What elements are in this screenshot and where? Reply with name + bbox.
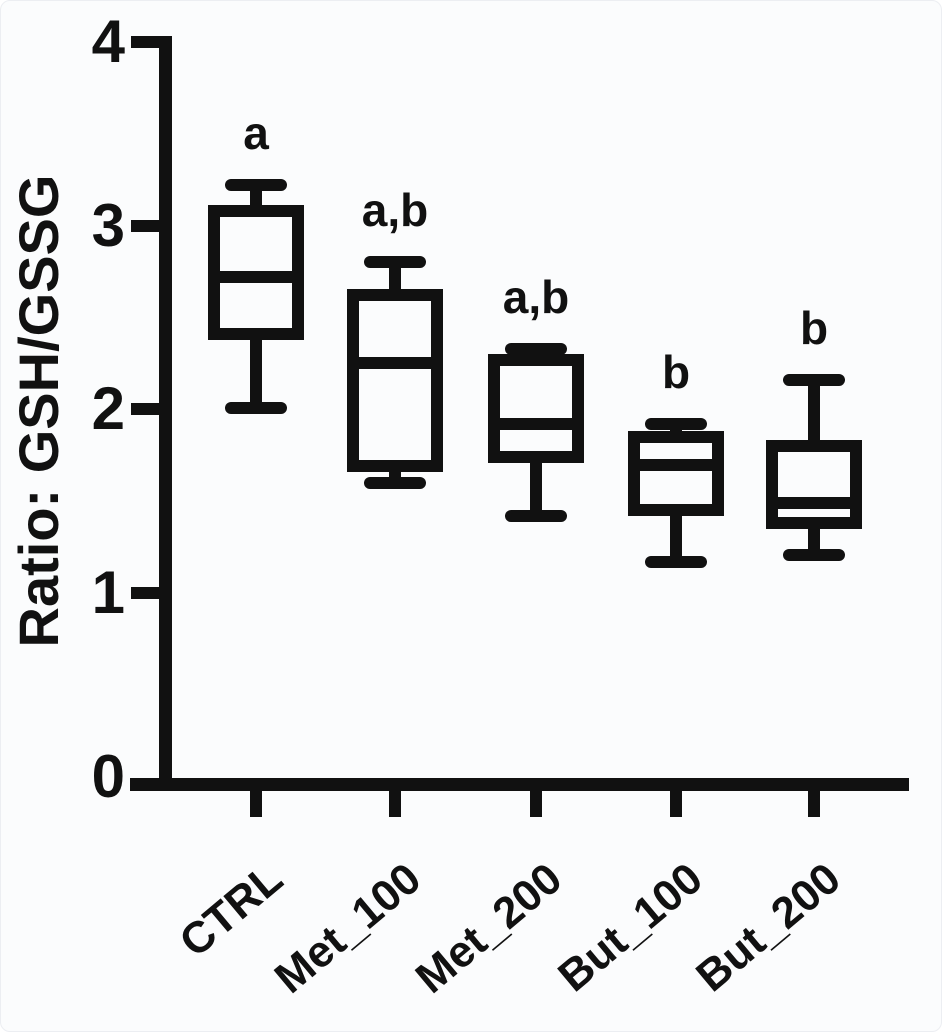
x-category-label: CTRL bbox=[170, 853, 292, 967]
y-axis-line bbox=[159, 36, 172, 791]
y-tick bbox=[131, 35, 159, 48]
min-whisker-cap bbox=[783, 548, 845, 561]
max-whisker-cap bbox=[645, 418, 707, 431]
y-tick bbox=[131, 587, 159, 600]
iqr-box bbox=[766, 440, 862, 530]
x-tick bbox=[389, 791, 401, 817]
upper-whisker bbox=[808, 379, 820, 447]
significance-label: a,b bbox=[502, 270, 570, 323]
lower-whisker bbox=[530, 457, 542, 516]
significance-label: a bbox=[243, 107, 269, 160]
x-tick bbox=[808, 791, 820, 817]
x-category-label: Met_100 bbox=[266, 853, 431, 1003]
median-line bbox=[488, 418, 584, 431]
lower-whisker bbox=[670, 510, 682, 562]
y-tick bbox=[131, 403, 159, 416]
y-tick-label: 2 bbox=[91, 375, 125, 443]
x-category-label: But_200 bbox=[686, 853, 850, 1002]
min-whisker-cap bbox=[505, 510, 567, 522]
median-line bbox=[208, 271, 304, 284]
iqr-box bbox=[488, 353, 584, 464]
max-whisker-cap bbox=[783, 373, 845, 386]
max-whisker-cap bbox=[225, 179, 287, 192]
min-whisker-cap bbox=[645, 555, 707, 568]
x-tick bbox=[530, 791, 542, 817]
min-whisker-cap bbox=[364, 476, 426, 489]
median-line bbox=[766, 497, 862, 510]
upper-whisker bbox=[250, 185, 262, 211]
median-line bbox=[347, 357, 443, 370]
lower-whisker bbox=[808, 523, 820, 555]
significance-label: b bbox=[799, 301, 829, 354]
iqr-box bbox=[347, 289, 443, 473]
y-tick-label: 0 bbox=[91, 743, 125, 810]
y-tick-label: 4 bbox=[91, 7, 125, 75]
x-category-label: Met_200 bbox=[407, 853, 572, 1003]
upper-whisker bbox=[389, 262, 401, 296]
y-tick-label: 3 bbox=[91, 191, 125, 259]
min-whisker-cap bbox=[225, 401, 287, 414]
iqr-box bbox=[628, 430, 724, 517]
lower-whisker bbox=[250, 334, 262, 408]
y-tick-label: 1 bbox=[91, 559, 125, 627]
x-axis-line bbox=[130, 778, 909, 791]
max-whisker-cap bbox=[505, 342, 567, 355]
x-tick bbox=[250, 791, 262, 817]
x-category-label: But_100 bbox=[548, 853, 712, 1002]
y-tick bbox=[131, 219, 159, 232]
median-line bbox=[628, 458, 724, 471]
significance-label: b bbox=[661, 346, 691, 399]
max-whisker-cap bbox=[364, 256, 426, 269]
significance-label: a,b bbox=[361, 184, 429, 237]
x-tick bbox=[670, 791, 682, 817]
